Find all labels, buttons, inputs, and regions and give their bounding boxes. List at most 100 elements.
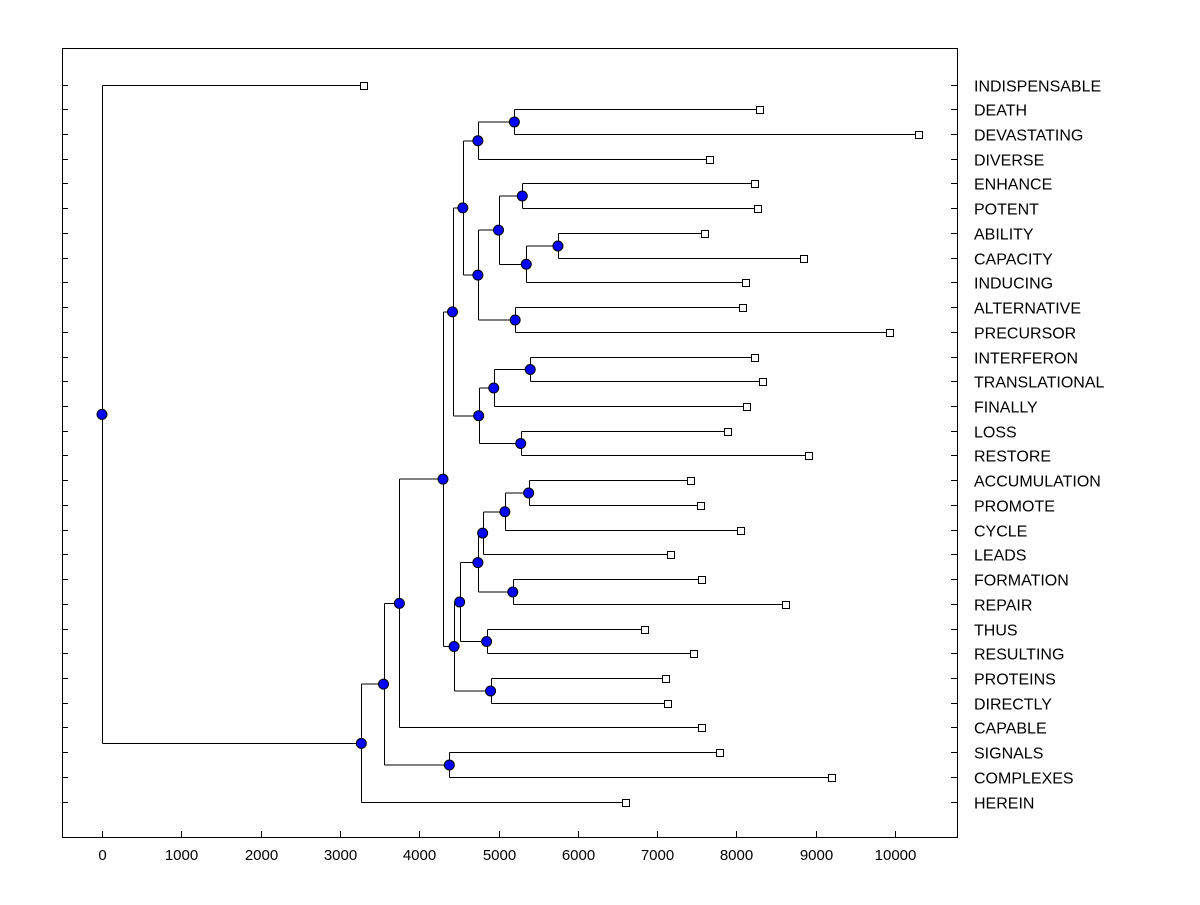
node-marker-n19	[507, 586, 519, 598]
leaf-marker-alternative	[739, 304, 747, 312]
leaf-marker-ability	[701, 230, 709, 238]
x-tick-label-4000: 4000	[403, 847, 436, 864]
node-marker-n9	[457, 202, 469, 214]
leaf-label-resulting: RESULTING	[974, 647, 1064, 664]
leaf-marker-promote	[697, 502, 705, 510]
node-marker-n2	[472, 135, 484, 147]
leaf-marker-loss	[724, 428, 732, 436]
x-tick-label-3000: 3000	[324, 847, 357, 864]
leaf-marker-death	[756, 106, 764, 114]
leaf-marker-restore	[805, 452, 813, 460]
node-marker-n3	[516, 190, 528, 202]
plot-frame	[62, 48, 958, 838]
leaf-marker-translational	[759, 378, 767, 386]
node-marker-n14	[447, 306, 459, 318]
node-marker-n10	[524, 364, 536, 375]
node-marker-n8	[472, 269, 484, 281]
leaf-label-promote: PROMOTE	[974, 499, 1055, 516]
node-marker-n21	[481, 636, 493, 647]
node-marker-n6	[493, 224, 504, 236]
node-marker-n1	[508, 116, 520, 128]
leaf-marker-capable	[698, 724, 706, 732]
leaf-label-alternative: ALTERNATIVE	[974, 301, 1081, 318]
leaf-marker-diverse	[706, 156, 714, 164]
x-tick-label-5000: 5000	[483, 847, 516, 864]
node-marker-n22	[485, 685, 497, 697]
leaf-label-herein: HEREIN	[974, 796, 1034, 813]
x-tick-label-9000: 9000	[800, 847, 833, 864]
node-marker-n15	[523, 487, 535, 499]
leaf-label-loss: LOSS	[974, 425, 1017, 442]
leaf-label-leads: LEADS	[974, 548, 1026, 565]
leaf-label-devastating: DEVASTATING	[974, 128, 1083, 145]
node-marker-n18	[472, 557, 484, 569]
leaf-marker-repair	[782, 601, 790, 609]
leaf-label-signals: SIGNALS	[974, 746, 1043, 763]
node-marker-n13	[473, 410, 485, 422]
leaf-marker-herein	[622, 799, 630, 807]
leaf-marker-interferon	[751, 354, 759, 362]
leaf-label-formation: FORMATION	[974, 573, 1069, 590]
node-marker-n12	[515, 438, 527, 449]
leaf-label-cycle: CYCLE	[974, 524, 1027, 541]
node-marker-n4	[552, 240, 564, 252]
node-marker-root	[96, 408, 108, 420]
node-marker-n16	[499, 506, 511, 518]
leaf-label-diverse: DIVERSE	[974, 153, 1044, 170]
leaf-label-enhance: ENHANCE	[974, 177, 1052, 194]
leaf-label-translational: TRANSLATIONAL	[974, 375, 1105, 392]
leaf-marker-formation	[698, 576, 706, 584]
leaf-marker-devastating	[915, 131, 923, 139]
x-tick-label-6000: 6000	[562, 847, 595, 864]
leaf-label-accumulation: ACCUMULATION	[974, 474, 1101, 491]
node-marker-n20	[454, 596, 466, 608]
node-marker-n17	[477, 527, 489, 539]
node-marker-n26	[443, 759, 455, 771]
ticks-layer	[62, 85, 957, 837]
leaf-marker-complexes	[828, 774, 836, 782]
node-marker-n23	[448, 641, 460, 653]
leaf-marker-accumulation	[687, 477, 695, 485]
leaf-marker-indispensable	[360, 82, 368, 90]
leaf-label-ability: ABILITY	[974, 227, 1034, 244]
leaf-marker-capacity	[800, 255, 808, 263]
x-tick-label-1000: 1000	[165, 847, 198, 864]
leaf-marker-directly	[664, 700, 672, 708]
leaf-marker-signals	[716, 749, 724, 757]
leaf-label-capacity: CAPACITY	[974, 252, 1053, 269]
node-marker-n5	[520, 258, 532, 270]
leaf-label-potent: POTENT	[974, 202, 1039, 219]
x-tick-label-8000: 8000	[720, 847, 753, 864]
leaf-label-precursor: PRECURSOR	[974, 326, 1076, 343]
node-marker-n28	[355, 737, 367, 749]
leaf-label-inducing: INDUCING	[974, 276, 1053, 293]
leaf-label-proteins: PROTEINS	[974, 672, 1056, 689]
x-tick-label-7000: 7000	[641, 847, 674, 864]
x-tick-label-0: 0	[98, 847, 106, 864]
leaf-label-thus: THUS	[974, 623, 1018, 640]
leaf-marker-precursor	[886, 329, 894, 337]
leaf-label-restore: RESTORE	[974, 449, 1051, 466]
leaf-label-interferon: INTERFERON	[974, 351, 1078, 368]
leaf-marker-leads	[667, 551, 675, 559]
leaf-label-directly: DIRECTLY	[974, 697, 1052, 714]
labels-layer: INDISPENSABLE DEATH DEVASTATING DIVERSE ENHA…	[98, 79, 1104, 865]
leaf-marker-resulting	[690, 650, 698, 658]
leaf-marker-inducing	[742, 279, 750, 287]
leaf-marker-enhance	[751, 180, 759, 188]
leaf-label-death: DEATH	[974, 103, 1027, 120]
leaf-marker-thus	[641, 626, 649, 634]
node-marker-n27	[378, 678, 390, 690]
leaf-label-finally: FINALLY	[974, 400, 1038, 417]
x-tick-label-2000: 2000	[245, 847, 278, 864]
leaf-marker-potent	[754, 205, 762, 213]
leaf-label-capable: CAPABLE	[974, 721, 1047, 738]
leaf-marker-finally	[743, 403, 751, 411]
node-marker-n11	[488, 382, 500, 394]
node-marker-n25	[393, 597, 405, 609]
leaf-label-indispensable: INDISPENSABLE	[974, 79, 1101, 96]
node-marker-n24	[437, 473, 449, 485]
leaf-label-repair: REPAIR	[974, 598, 1032, 615]
